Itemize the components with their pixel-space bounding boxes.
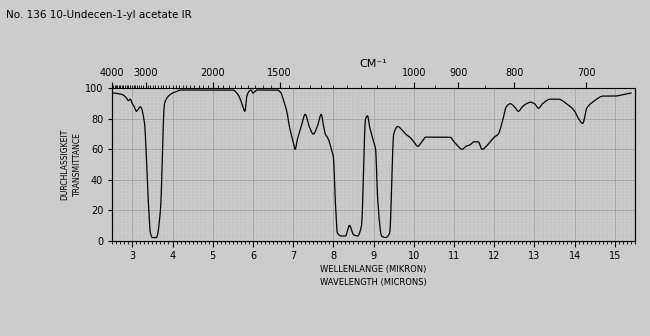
X-axis label: CM⁻¹: CM⁻¹ [359, 59, 387, 69]
Y-axis label: DURCHLASSIGKEIT
TRANSMITTANCE: DURCHLASSIGKEIT TRANSMITTANCE [60, 129, 82, 200]
X-axis label: WELLENLANGE (MIKRON)
WAVELENGTH (MICRONS): WELLENLANGE (MIKRON) WAVELENGTH (MICRONS… [320, 265, 427, 287]
Text: No. 136 10-Undecen-1-yl acetate IR: No. 136 10-Undecen-1-yl acetate IR [6, 10, 192, 20]
